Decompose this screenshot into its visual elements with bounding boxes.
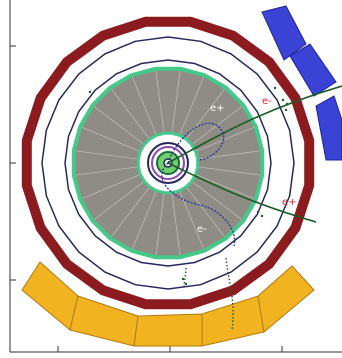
calorimeter-segment-line <box>171 193 181 256</box>
axis-frame <box>9 0 342 353</box>
calorimeter-segment-line <box>198 150 261 160</box>
calorimeter-segment-line <box>198 166 261 176</box>
calorimeter-segment-line <box>196 127 255 152</box>
calorimeter-segment-line <box>111 187 150 238</box>
hits <box>88 86 289 286</box>
calorimeter-segment-line <box>196 174 255 199</box>
endcap-module-yellow <box>257 265 315 333</box>
calorimeter-segment-line <box>81 174 140 199</box>
positron-curl-track <box>167 122 225 164</box>
electron-track-upper <box>167 85 342 164</box>
hit-dot <box>184 282 188 286</box>
calorimeter-segment-line <box>179 76 204 135</box>
hit-dot <box>285 102 289 106</box>
label-e-plus-inner: e+ <box>210 103 225 114</box>
calorimeter-segment-line <box>171 70 181 133</box>
calorimeter-segment-line <box>155 193 165 256</box>
calorimeter-segments <box>75 70 261 256</box>
tracks <box>161 85 342 331</box>
calorimeter-segment-line <box>186 187 225 238</box>
endcap-module-yellow <box>133 313 203 347</box>
label-e-plus-right: e+ <box>282 197 297 208</box>
calorimeter-segment-line <box>111 88 150 139</box>
endcap-module-blue <box>261 5 307 61</box>
calorimeter-segment-line <box>93 106 144 145</box>
calorimeter-segment-line <box>81 127 140 152</box>
support-ring-outer <box>41 36 295 290</box>
support-ring-inner <box>64 59 272 267</box>
hit-dot <box>260 214 264 218</box>
endcap-module-blue <box>289 43 337 97</box>
calorimeter-segment-line <box>132 76 157 135</box>
calorimeter-segment-line <box>93 181 144 220</box>
calorimeter-segment-line <box>75 166 138 176</box>
hit-dot <box>88 90 92 94</box>
electron-trail-lower-2 <box>183 267 187 289</box>
hit-dot <box>281 98 285 102</box>
right-endcap <box>261 5 342 161</box>
calorimeter-segment-line <box>192 181 243 220</box>
endcap-module-blue <box>315 95 342 161</box>
calorimeter-segment-line <box>155 70 165 133</box>
label-e-minus-top: e- <box>262 96 272 107</box>
hit-dot <box>284 108 288 112</box>
hit-dot <box>181 277 185 281</box>
calorimeter-segment-line <box>179 191 204 250</box>
hit-dot <box>256 210 260 214</box>
calorimeter-segment-line <box>132 191 157 250</box>
positron-track-right <box>167 162 317 223</box>
hit-dot <box>273 86 277 90</box>
outer-ring <box>21 16 315 310</box>
calorimeter-segment-line <box>75 150 138 160</box>
calorimeter-segment-line <box>186 88 225 139</box>
label-e-minus-lower: e- <box>197 224 207 235</box>
